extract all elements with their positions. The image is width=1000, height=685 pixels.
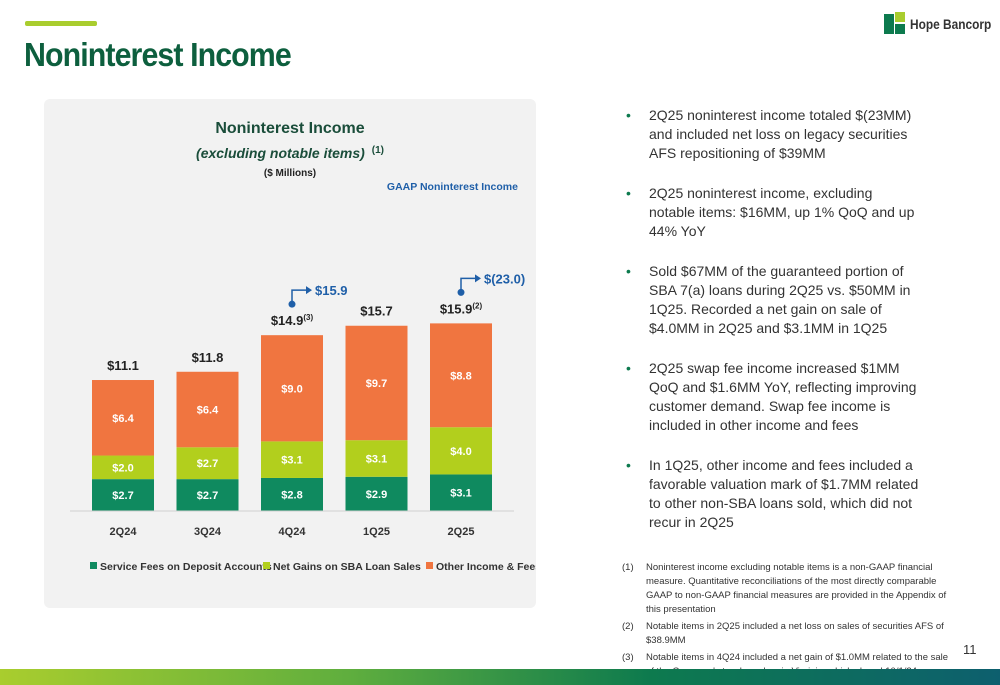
logo-text: Hope Bancorp [910,16,992,32]
legend-swatch-icon [426,562,433,569]
bar-value-label: $4.0 [450,446,471,458]
bullet-item: • In 1Q25, other income and fees included… [622,456,922,532]
x-tick-label: 3Q24 [194,526,222,538]
footnote-number: (1) [622,562,634,573]
chart-title: Noninterest Income [215,120,364,137]
bullet-dot-icon: • [626,263,631,279]
footnote-number: (3) [622,652,634,663]
bar-segment-2q24-s2 [92,380,154,456]
bar-value-label: $3.1 [281,455,302,467]
gaap-marker-arrow-line [460,277,475,293]
bar-segment-2q24-s0 [92,479,154,511]
bar-segment-2q24-s1 [92,455,154,480]
chart-units: ($ Millions) [264,168,316,179]
noninterest-income-chart: Noninterest Income (excluding notable it… [70,120,536,573]
footnote-text: Notable items in 2Q25 included a net los… [646,621,944,646]
bottom-gradient-band [0,669,1000,685]
x-tick-label: 4Q24 [279,526,307,538]
chart-subtitle-group: (excluding notable items) (1) [196,145,384,161]
bullet-text: In 1Q25, other income and fees included … [649,457,919,530]
chart-subtitle-sup: (1) [372,145,384,156]
bar-segment-3q24-s1 [176,447,239,480]
gaap-marker-arrow-line [291,289,306,305]
footnotes: (1) Noninterest income excluding notable … [622,561,952,682]
bullet-text: 2Q25 noninterest income totaled $(23MM) … [649,107,912,161]
bar-value-label: $6.4 [112,413,134,425]
bullet-text: 2Q25 swap fee income increased $1MM QoQ … [649,360,917,433]
gaap-value-label: $(23.0) [484,271,525,286]
bar-value-label: $2.8 [281,489,302,501]
bullet-item: • Sold $67MM of the guaranteed portion of… [622,262,922,338]
bar-segment-4q24-s0 [261,477,323,511]
bar-value-label: $3.1 [450,488,471,500]
bar-segment-3q24-s0 [176,479,239,511]
footnote: (2) Notable items in 2Q25 included a net … [622,620,952,648]
bar-segment-2q25-s0 [430,474,492,511]
bar-segment-2q25-s1 [430,427,492,475]
bar-value-label: $2.7 [197,458,218,470]
legend-swatch-icon [90,562,97,569]
legend-entry-label: Net Gains on SBA Loan Sales [273,561,421,573]
bullet-item: • 2Q25 swap fee income increased $1MM QoQ… [622,359,922,435]
legend-swatch-icon [263,562,270,569]
gaap-value-label: $15.9 [315,283,348,298]
bar-segment-2q25-s2 [430,323,492,428]
bar-segment-1q25-s2 [345,325,408,441]
x-tick-label: 1Q25 [363,526,390,538]
title-accent-bar [25,21,97,26]
bullet-dot-icon: • [626,457,631,473]
bar-value-label: $2.0 [112,462,133,474]
bar-value-label: $3.1 [366,453,387,465]
bar-segment-4q24-s1 [261,441,323,478]
bar-segment-1q25-s1 [345,440,408,477]
x-tick-label: 2Q24 [110,526,138,538]
chart-subtitle: (excluding notable items) [196,145,365,161]
bar-segment-4q24-s2 [261,335,323,442]
bar-total-label: $15.7 [360,304,393,319]
bar-value-label: $2.7 [112,490,133,502]
x-tick-label: 2Q25 [448,526,475,538]
bar-total-label: $11.1 [107,358,139,373]
bar-value-label: $9.7 [366,378,387,390]
bar-total-label: $11.8 [192,350,224,365]
bullet-text: Sold $67MM of the guaranteed portion of … [649,263,911,336]
footnote: (1) Noninterest income excluding notable … [622,561,952,617]
logo-mark-icon [884,12,906,36]
bar-value-label: $9.0 [281,383,302,395]
company-logo: Hope Bancorp [884,12,1000,36]
page-number: 11 [963,642,977,657]
gaap-marker-2q25: $(23.0) [457,271,525,296]
bar-value-label: $2.9 [366,489,387,501]
bar-total-sup: (3) [303,313,313,322]
legend-entry-label: Service Fees on Deposit Accounts [100,561,272,573]
bar-segment-1q25-s0 [345,476,408,511]
bullet-item: • 2Q25 noninterest income, excluding nota… [622,184,922,241]
bullet-dot-icon: • [626,185,631,201]
bullet-list: • 2Q25 noninterest income totaled $(23MM)… [622,106,922,553]
page-title: Noninterest Income [24,36,292,73]
legend-entry-label: Other Income & Fees [436,561,536,573]
footnote-number: (2) [622,621,634,632]
bullet-dot-icon: • [626,107,631,123]
gaap-label: GAAP Noninterest Income [387,181,518,193]
bar-total-label: $14.9(3) [271,313,314,328]
bar-total-sup: (2) [472,301,482,310]
bullet-text: 2Q25 noninterest income, excluding notab… [649,185,915,239]
bar-value-label: $2.7 [197,490,218,502]
bar-value-label: $8.8 [450,370,471,382]
bar-total-label: $15.9(2) [440,301,483,316]
gaap-marker-arrow-head-icon [475,274,481,283]
bullet-dot-icon: • [626,360,631,376]
bar-segment-3q24-s2 [176,371,239,448]
bar-value-label: $6.4 [197,405,219,417]
bullet-item: • 2Q25 noninterest income totaled $(23MM)… [622,106,922,163]
footnote-text: Noninterest income excluding notable ite… [646,562,947,615]
gaap-marker-arrow-head-icon [306,286,312,295]
gaap-marker-4q24: $15.9 [288,283,348,308]
